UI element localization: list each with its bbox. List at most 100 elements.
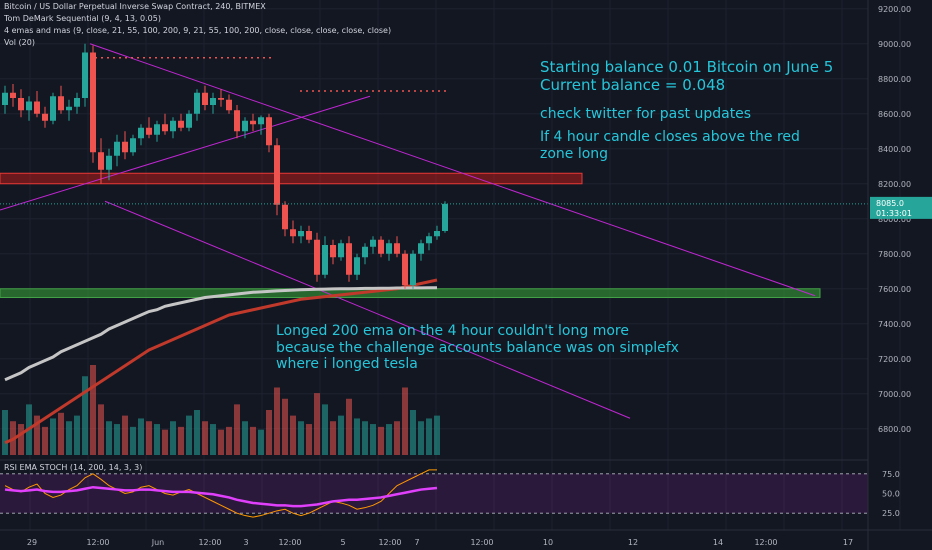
candle-body (266, 117, 272, 146)
candle-body (250, 120, 256, 125)
volume-bar (394, 421, 400, 455)
price-tick-label: 8800.00 (878, 75, 911, 84)
candle-body (122, 141, 128, 153)
candle-body (154, 124, 160, 135)
volume-bar (298, 421, 304, 455)
volume-bar (58, 412, 64, 455)
volume-bar (290, 415, 296, 455)
support-zone (0, 288, 821, 298)
candle-body (18, 98, 24, 111)
time-tick-label: 12:00 (754, 538, 777, 547)
candle-body (258, 117, 264, 125)
candle-body (386, 243, 392, 254)
candle-body (66, 106, 72, 111)
volume-bar (418, 421, 424, 455)
volume-bar (194, 410, 200, 455)
annotation-current-balance: Current balance = 0.048 (540, 76, 726, 94)
candle-body (130, 138, 136, 153)
candle-body (74, 98, 80, 107)
candle-body (322, 245, 328, 275)
time-tick-label: 10 (543, 538, 553, 547)
volume-bar (202, 421, 208, 455)
volume-bar (386, 424, 392, 455)
ma200-line (4, 278, 438, 445)
candle-body (146, 127, 152, 135)
candle-body (162, 124, 168, 132)
volume-bar (370, 424, 376, 455)
candle-body (314, 239, 320, 275)
volume-bar (138, 418, 144, 455)
volume-bar (242, 421, 248, 455)
volume-bar (42, 426, 48, 455)
candle-body (426, 236, 432, 244)
price-tick-label: 8200.00 (878, 180, 911, 189)
rsi-ema-line (4, 485, 438, 508)
last-price-tag (870, 196, 932, 219)
candle-body (106, 155, 112, 170)
candle-body (10, 92, 16, 98)
annotation-red-zone: If 4 hour candle closes above the red (540, 129, 800, 145)
rsi-tick-label: 75.0 (882, 470, 900, 479)
candle-countdown: 01:33:01 (876, 209, 912, 218)
candle-body (138, 127, 144, 139)
volume-bar (178, 426, 184, 455)
time-tick-label: 29 (27, 538, 37, 547)
volume-bar (130, 426, 136, 455)
chart-title: Bitcoin / US Dollar Perpetual Inverse Sw… (4, 2, 266, 11)
candle-body (90, 52, 96, 153)
price-tick-label: 7800.00 (878, 250, 911, 259)
candle-body (98, 152, 104, 170)
ema200-line (4, 286, 437, 382)
candle-body (202, 92, 208, 105)
volume-bar (210, 424, 216, 455)
trendline-upper (89, 43, 816, 297)
volume-bar (154, 424, 160, 455)
volume-bar (106, 421, 112, 455)
volume-bar (250, 426, 256, 455)
volume-bar (354, 418, 360, 455)
volume-bar (234, 404, 240, 455)
candle-body (346, 243, 352, 275)
candle-body (242, 120, 248, 132)
time-tick-label: 7 (414, 538, 419, 547)
time-tick-label: 12:00 (278, 538, 301, 547)
price-tick-label: 9000.00 (878, 40, 911, 49)
volume-bar (314, 393, 320, 455)
volume-bar (266, 410, 272, 455)
volume-bar (306, 424, 312, 455)
candle-body (2, 92, 8, 105)
price-tick-label: 6800.00 (878, 425, 911, 434)
volume-bar (378, 426, 384, 455)
volume-bar (338, 415, 344, 455)
volume-bar (402, 387, 408, 455)
price-tick-label: 7000.00 (878, 390, 911, 399)
volume-bar (114, 424, 120, 455)
candle-body (362, 246, 368, 258)
volume-bar (162, 429, 168, 455)
volume-bar (74, 415, 80, 455)
volume-bar (170, 421, 176, 455)
candle-body (218, 98, 224, 100)
candle-body (170, 120, 176, 132)
time-tick-label: 3 (243, 538, 248, 547)
candle-body (210, 98, 216, 105)
candle-body (290, 229, 296, 237)
annotation-simplefx: because the challenge accounts balance w… (276, 340, 679, 356)
volume-bar (186, 415, 192, 455)
time-tick-label: 12:00 (378, 538, 401, 547)
price-tick-label: 8000.00 (878, 215, 911, 224)
volume-bar (274, 387, 280, 455)
time-tick-label: 17 (843, 538, 853, 547)
volume-bar (434, 415, 440, 455)
volume-bar (282, 398, 288, 455)
price-tick-label: 7200.00 (878, 355, 911, 364)
candle-body (354, 257, 360, 275)
candle-body (42, 113, 48, 121)
candle-body (402, 253, 408, 286)
annotation-tesla: where i longed tesla (276, 356, 418, 372)
annotation-starting-balance: Starting balance 0.01 Bitcoin on June 5 (540, 58, 834, 76)
candle-body (338, 243, 344, 258)
candle-body (298, 231, 304, 237)
volume-bar (322, 404, 328, 455)
